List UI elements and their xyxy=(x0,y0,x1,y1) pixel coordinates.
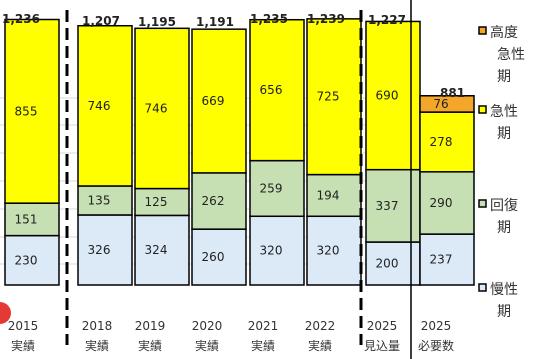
segment-value-label: 260 xyxy=(202,250,225,264)
legend-label: 急性 xyxy=(490,104,518,120)
segment-value-label: 337 xyxy=(376,199,399,213)
x-tick-label: 実績 xyxy=(308,338,332,353)
segment-value-label: 237 xyxy=(430,253,453,267)
total-labels: 1,236 1,207 1,195 1,191 1,235 1,239 1,227 881 xyxy=(2,12,465,100)
x-tick-label: 2019 xyxy=(135,319,166,333)
x-tick-label: 2025 xyxy=(421,319,452,333)
bar-segment-1-0 xyxy=(77,214,133,286)
total-value-label: 1,236 xyxy=(2,12,40,26)
x-tick-label: 2025 xyxy=(367,319,398,333)
bar-segment-7-0 xyxy=(419,233,475,286)
bar-segment-2-1 xyxy=(134,187,190,217)
total-value-label: 1,227 xyxy=(368,13,406,27)
x-tick-label: 実績 xyxy=(195,338,219,353)
bar-segment-2-0 xyxy=(134,214,190,286)
legend-label: 期 xyxy=(497,304,511,320)
x-tick-label: 2020 xyxy=(192,319,223,333)
total-value-label: 1,191 xyxy=(196,15,234,29)
segment-value-label: 278 xyxy=(430,135,453,149)
segment-value-label: 746 xyxy=(145,101,168,115)
segment-value-label: 200 xyxy=(376,257,399,271)
total-value-label: 1,195 xyxy=(138,15,176,29)
segment-value-label: 230 xyxy=(15,253,38,267)
segment-value-label: 320 xyxy=(260,244,283,258)
bar-segment-7-1 xyxy=(419,171,475,235)
x-tick-label: 2021 xyxy=(248,319,279,333)
bar-segment-5-2 xyxy=(306,18,362,176)
segment-value-label: 669 xyxy=(202,94,225,108)
legend-label: 期 xyxy=(497,69,511,85)
legend-swatch xyxy=(478,283,487,292)
segment-value-label: 135 xyxy=(88,193,111,207)
segment-value-label: 326 xyxy=(88,243,111,257)
bar-segment-1-1 xyxy=(77,185,133,216)
x-tick-label: 実績 xyxy=(11,338,35,353)
legend-label: 回復 xyxy=(490,197,518,214)
x-tick-label: 2015 xyxy=(8,319,39,333)
bar-segment-0-0 xyxy=(4,234,60,286)
legend-label: 期 xyxy=(497,220,511,236)
segment-value-label: 194 xyxy=(317,188,340,202)
bar-segment-3-0 xyxy=(191,228,247,286)
x-axis-labels: 2015 実績 2018 実績 2019 実績 2020 実績 2021 実績 2022 実績 2025… xyxy=(8,319,454,353)
separators xyxy=(65,0,412,359)
legend-swatch xyxy=(478,26,487,35)
bar-segment-5-0 xyxy=(306,215,362,286)
segment-value-label: 656 xyxy=(260,83,283,97)
legend-swatch xyxy=(478,105,487,114)
segment-value-label: 262 xyxy=(202,194,225,208)
total-value-label: 1,235 xyxy=(250,12,288,26)
bar-segment-2-2 xyxy=(134,27,190,190)
legend-label: 高度 xyxy=(490,24,518,41)
bar-segment-4-0 xyxy=(249,215,305,286)
bar-segment-3-2 xyxy=(191,28,247,174)
total-value-label: 881 xyxy=(440,86,465,100)
x-tick-label: 見込量 xyxy=(364,339,400,353)
bar-segment-1-2 xyxy=(77,24,133,187)
bar-segment-5-1 xyxy=(306,173,362,218)
legend-swatch xyxy=(478,199,487,208)
segment-value-label: 320 xyxy=(317,244,340,258)
segment-value-label: 259 xyxy=(260,181,283,195)
bar-segment-7-2 xyxy=(419,111,475,173)
legend-label: 慢性 xyxy=(490,281,518,298)
x-tick-label: 必要数 xyxy=(418,338,454,353)
marker-dot xyxy=(0,302,11,324)
x-tick-label: 2022 xyxy=(305,319,336,333)
segment-value-label: 855 xyxy=(15,104,38,118)
segment-value-label: 746 xyxy=(88,99,111,113)
segment-value-label: 725 xyxy=(317,90,340,104)
segment-value-label: 324 xyxy=(145,243,168,257)
bar-segment-0-2 xyxy=(4,18,60,204)
legend-label: 急性 xyxy=(497,47,525,63)
total-value-label: 1,207 xyxy=(82,14,120,28)
total-value-label: 1,239 xyxy=(307,12,345,26)
x-tick-label: 実績 xyxy=(251,338,275,353)
segment-labels: 230 151 855 326 135 746 324 125 746 260 262 669 320 2… xyxy=(15,83,453,270)
bar-segment-7-3 xyxy=(419,95,475,113)
segment-value-label: 151 xyxy=(15,212,38,226)
bar-segment-3-1 xyxy=(191,172,247,230)
segment-value-label: 76 xyxy=(433,97,448,111)
segment-value-label: 290 xyxy=(430,196,453,210)
x-tick-label: 2018 xyxy=(82,319,113,333)
x-tick-label: 実績 xyxy=(85,338,109,353)
bar-segment-0-1 xyxy=(4,202,60,237)
x-tick-label: 実績 xyxy=(138,338,162,353)
segment-value-label: 125 xyxy=(145,195,168,209)
legend-label: 期 xyxy=(497,126,511,142)
bars xyxy=(4,18,475,286)
segment-value-label: 690 xyxy=(376,89,399,103)
bar-segment-4-1 xyxy=(249,159,305,218)
bar-segment-4-2 xyxy=(249,18,305,162)
